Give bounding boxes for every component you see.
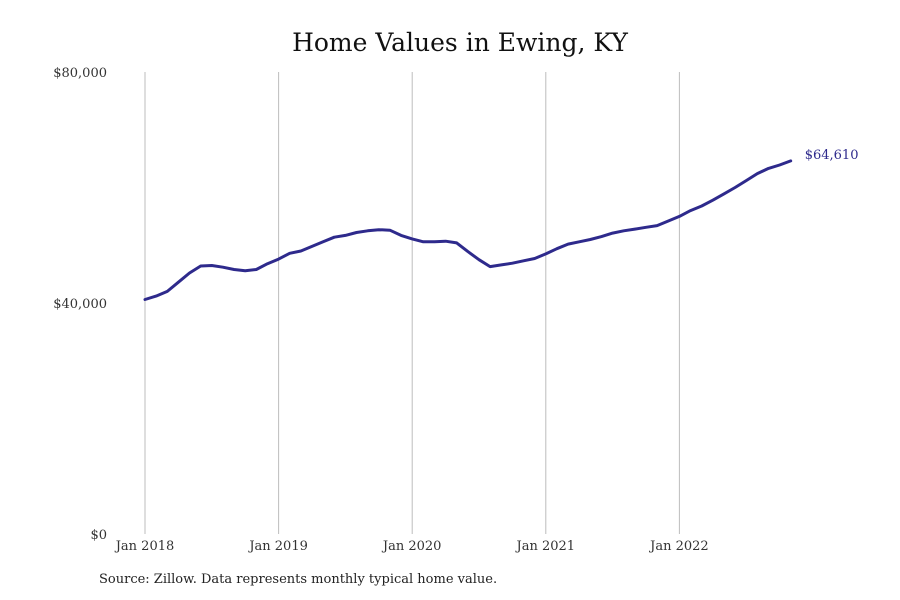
- series-group: $64,610: [143, 148, 859, 301]
- x-tick-label: Jan 2018: [114, 539, 175, 554]
- x-tick-label: Jan 2020: [381, 539, 442, 554]
- end-value-label: $64,610: [805, 148, 859, 163]
- y-axis: $0 $40,000 $80,000: [53, 66, 107, 543]
- grid-lines: [144, 72, 680, 534]
- y-tick-label: $80,000: [53, 66, 107, 81]
- source-note: Source: Zillow. Data represents monthly …: [99, 572, 498, 587]
- y-tick-label: $0: [90, 528, 107, 543]
- y-tick-label: $40,000: [53, 297, 107, 312]
- chart-title: Home Values in Ewing, KY: [292, 28, 628, 57]
- x-axis: Jan 2018 Jan 2019 Jan 2020 Jan 2021 Jan 2022: [114, 539, 709, 554]
- x-tick-label: Jan 2021: [515, 539, 576, 554]
- x-tick-label: Jan 2022: [648, 539, 709, 554]
- series-line: [143, 159, 793, 301]
- x-tick-label: Jan 2019: [247, 539, 308, 554]
